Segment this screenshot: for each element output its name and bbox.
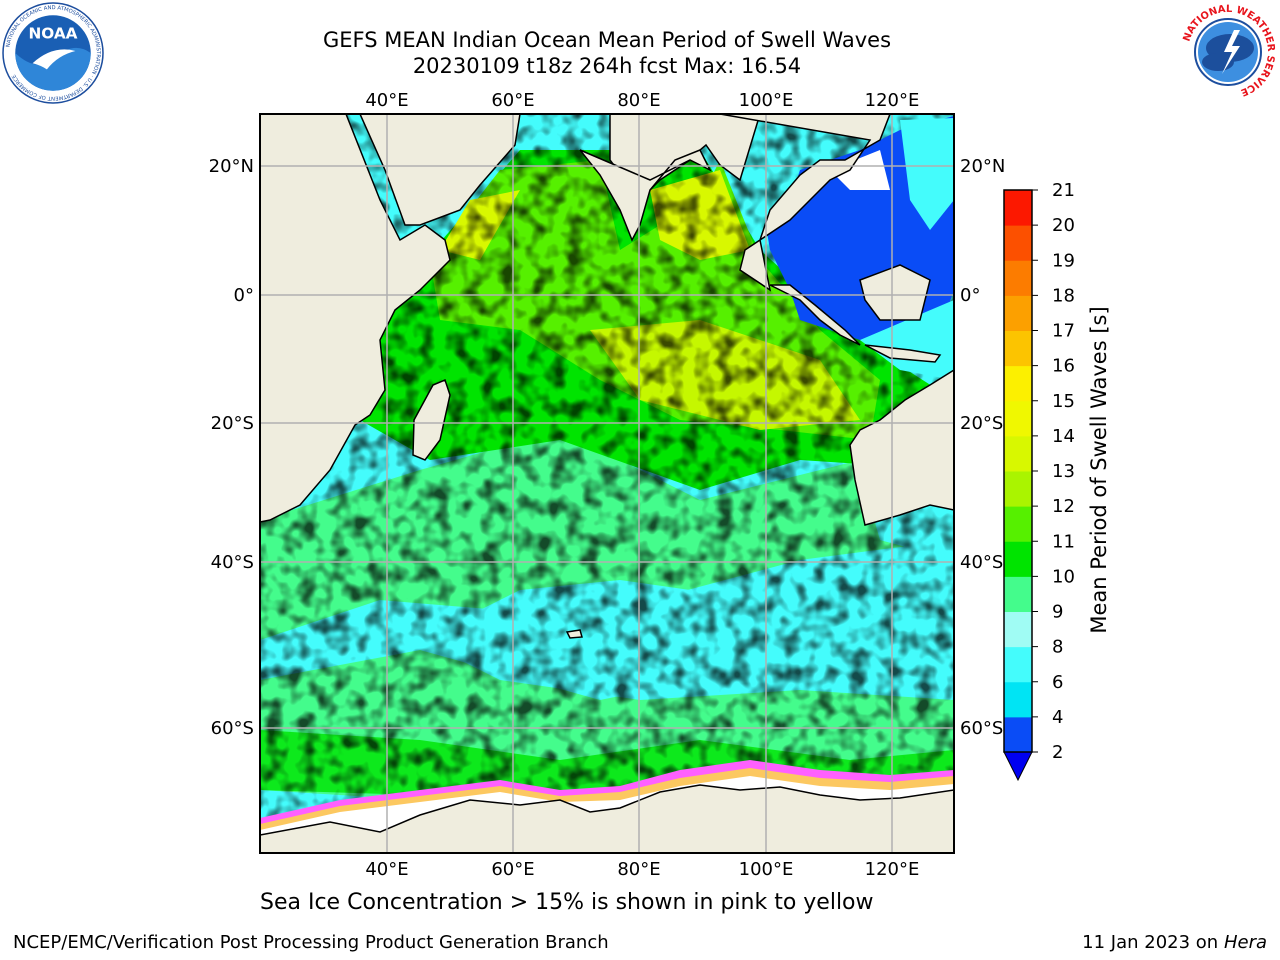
lon-label-top: 100°E — [739, 90, 794, 111]
credit-text: NCEP/EMC/Verification Post Processing Pr… — [13, 932, 609, 953]
lat-label-left: 60°S — [211, 718, 254, 739]
colorbar-swatch — [1004, 435, 1032, 472]
sea-ice-note: Sea Ice Concentration > 15% is shown in … — [260, 890, 874, 915]
lat-label-left: 20°N — [209, 156, 254, 177]
colorbar-tick-label: 10 — [1052, 566, 1075, 587]
land-java — [864, 344, 942, 363]
lon-label-bottom: 120°E — [865, 859, 920, 880]
land-australia — [849, 369, 954, 526]
colorbar-swatch — [1004, 295, 1032, 331]
land-india-peninsula — [579, 149, 712, 242]
land-borneo — [859, 264, 931, 321]
noaa-logo-text: NOAA — [28, 25, 77, 43]
lon-label-bottom: 60°E — [491, 859, 534, 880]
noaa-logo: NOAA NATIONAL OCEANIC AND ATMOSPHERIC AD… — [2, 2, 104, 104]
land-madagascar — [412, 378, 451, 461]
colorbar-swatch — [1004, 681, 1032, 718]
colorbar-swatch — [1004, 541, 1032, 577]
colorbar-tick-label: 21 — [1052, 180, 1075, 201]
colorbar-swatch — [1004, 646, 1032, 683]
colorbar-tick-label: 11 — [1052, 531, 1075, 552]
colorbar-extend-arrow — [1003, 751, 1033, 782]
lat-label-left: 0° — [234, 285, 254, 306]
colorbar-swatch — [1004, 716, 1032, 753]
colorbar-swatch — [1004, 400, 1032, 437]
colorbar: 2 4 6 8 9 10 11 12 13 14 15 16 17 18 19 20 21 — [1003, 180, 1075, 782]
lat-label-right: 40°S — [960, 552, 1003, 573]
colorbar-tick-label: 13 — [1052, 461, 1075, 482]
lon-label-bottom: 80°E — [617, 859, 660, 880]
colorbar-swatch — [1004, 506, 1032, 542]
land-kerguelen — [565, 629, 583, 639]
lon-label-top: 60°E — [491, 90, 534, 111]
lat-label-right: 60°S — [960, 718, 1003, 739]
graticule — [260, 114, 954, 853]
lat-label-right: 20°N — [960, 156, 1005, 177]
colorbar-tick-label: 8 — [1052, 637, 1063, 658]
date-text: 11 Jan 2023 on Hera — [1082, 932, 1267, 953]
chart-subtitle: 20230109 t18z 264h fcst Max: 16.54 — [412, 54, 802, 78]
colorbar-swatch — [1004, 365, 1032, 402]
map-frame — [259, 113, 955, 854]
date-label: 11 Jan 2023 on — [1082, 932, 1224, 953]
colorbar-tick-label: 2 — [1052, 742, 1063, 763]
land-arabia — [359, 114, 521, 226]
colorbar-tick-label: 16 — [1052, 356, 1075, 377]
lat-label-right: 0° — [960, 285, 980, 306]
lon-label-top: 80°E — [617, 90, 660, 111]
lon-label-top: 40°E — [365, 90, 408, 111]
lat-label-left: 40°S — [211, 552, 254, 573]
lat-label-left: 20°S — [211, 413, 254, 434]
land-sumatra — [769, 284, 861, 346]
machine-name: Hera — [1223, 932, 1267, 953]
lon-label-bottom: 100°E — [739, 859, 794, 880]
lon-labels: 40°E 60°E 80°E 100°E 120°E 40°E 60°E 80°… — [365, 90, 919, 880]
nws-logo: NATIONAL WEATHER SERVICE — [1180, 4, 1276, 100]
colorbar-label: Mean Period of Swell Waves [s] — [1087, 306, 1111, 633]
lon-label-bottom: 40°E — [365, 859, 408, 880]
land-antarctica — [260, 784, 954, 853]
colorbar-swatch — [1004, 576, 1032, 612]
lon-label-top: 120°E — [865, 90, 920, 111]
colorbar-tick-label: 20 — [1052, 215, 1075, 236]
colorbar-tick-label: 6 — [1052, 672, 1063, 693]
colorbar-swatch — [1004, 471, 1032, 507]
colorbar-tick-label: 15 — [1052, 391, 1075, 412]
colorbar-tick-label: 19 — [1052, 250, 1075, 271]
colorbar-swatch — [1004, 330, 1032, 367]
colorbar-swatch — [1004, 190, 1032, 226]
landmass — [260, 114, 954, 853]
colorbar-swatch — [1004, 611, 1032, 648]
colorbar-tick-label: 9 — [1052, 602, 1063, 623]
colorbar-tick-label: 12 — [1052, 496, 1075, 517]
chart-title: GEFS MEAN Indian Ocean Mean Period of Sw… — [322, 28, 892, 52]
colorbar-tick-label: 17 — [1052, 321, 1075, 342]
colorbar-swatch — [1004, 260, 1032, 296]
colorbar-swatch — [1004, 225, 1032, 261]
colorbar-tick-label: 18 — [1052, 285, 1075, 306]
colorbar-tick-label: 4 — [1052, 707, 1063, 728]
colorbar-tick-label: 14 — [1052, 426, 1075, 447]
lat-label-right: 20°S — [960, 413, 1003, 434]
lat-labels: 20°N 0° 20°S 40°S 60°S 20°N 0° 20°S 40°S… — [209, 156, 1006, 739]
land-se-asia — [719, 114, 891, 292]
